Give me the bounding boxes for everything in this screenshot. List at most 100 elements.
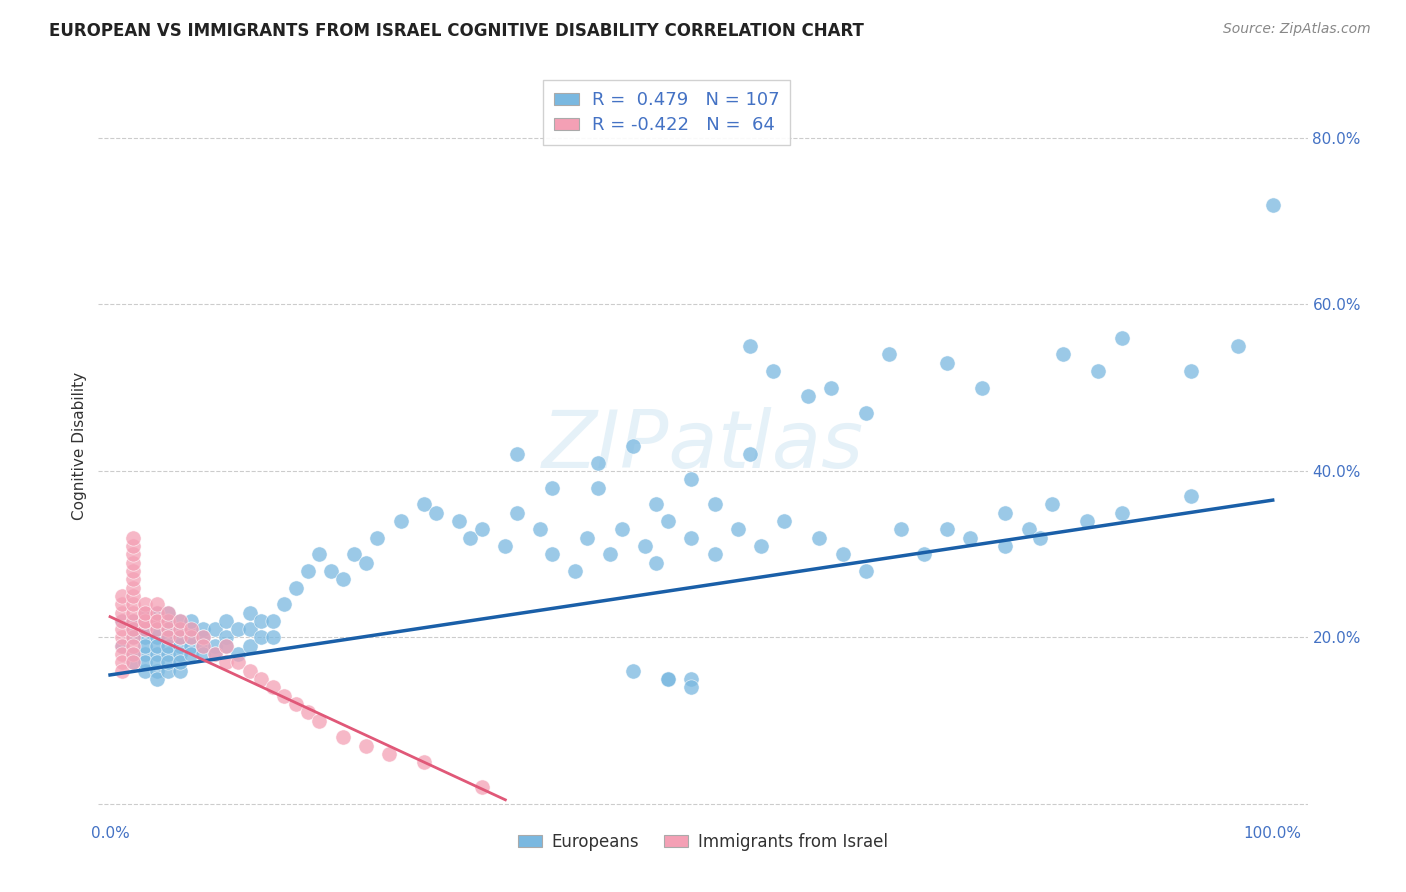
Point: [122, 556, 145, 570]
Point: [588, 481, 610, 495]
Point: [226, 622, 249, 636]
Point: [319, 564, 342, 578]
Point: [610, 522, 633, 536]
Point: [621, 664, 644, 678]
Point: [1111, 331, 1133, 345]
Point: [122, 572, 145, 586]
Point: [145, 614, 167, 628]
Point: [681, 531, 703, 545]
Point: [122, 622, 145, 636]
Point: [134, 606, 156, 620]
Point: [681, 672, 703, 686]
Point: [215, 639, 238, 653]
Point: [332, 731, 354, 745]
Point: [122, 589, 145, 603]
Point: [169, 631, 191, 645]
Point: [122, 564, 145, 578]
Point: [494, 539, 516, 553]
Point: [169, 647, 191, 661]
Point: [262, 631, 284, 645]
Point: [959, 531, 981, 545]
Point: [191, 639, 214, 653]
Point: [389, 514, 412, 528]
Point: [215, 639, 238, 653]
Point: [285, 581, 308, 595]
Point: [169, 622, 191, 636]
Point: [1226, 339, 1249, 353]
Point: [145, 606, 167, 620]
Point: [994, 506, 1017, 520]
Point: [332, 572, 354, 586]
Point: [111, 614, 134, 628]
Point: [134, 606, 156, 620]
Point: [134, 664, 156, 678]
Point: [239, 622, 262, 636]
Point: [681, 472, 703, 486]
Point: [471, 780, 494, 795]
Point: [354, 739, 377, 753]
Point: [239, 664, 262, 678]
Point: [820, 381, 842, 395]
Point: [1111, 506, 1133, 520]
Point: [157, 639, 180, 653]
Point: [727, 522, 749, 536]
Point: [122, 622, 145, 636]
Point: [366, 531, 388, 545]
Point: [157, 664, 180, 678]
Point: [180, 647, 202, 661]
Point: [297, 564, 319, 578]
Point: [145, 614, 167, 628]
Point: [354, 556, 377, 570]
Point: [447, 514, 470, 528]
Point: [506, 506, 529, 520]
Point: [169, 639, 191, 653]
Point: [936, 356, 959, 370]
Point: [122, 656, 145, 670]
Point: [1029, 531, 1052, 545]
Point: [215, 631, 238, 645]
Point: [262, 614, 284, 628]
Point: [226, 656, 249, 670]
Point: [134, 631, 156, 645]
Point: [970, 381, 993, 395]
Point: [134, 656, 156, 670]
Point: [111, 656, 134, 670]
Point: [134, 622, 156, 636]
Point: [540, 547, 562, 561]
Point: [912, 547, 935, 561]
Point: [681, 681, 703, 695]
Text: Source: ZipAtlas.com: Source: ZipAtlas.com: [1223, 22, 1371, 37]
Point: [1052, 347, 1074, 361]
Point: [145, 606, 167, 620]
Point: [657, 672, 679, 686]
Point: [134, 622, 156, 636]
Point: [111, 589, 134, 603]
Point: [180, 622, 202, 636]
Point: [773, 514, 796, 528]
Point: [122, 597, 145, 611]
Point: [157, 631, 180, 645]
Point: [308, 714, 330, 728]
Point: [529, 522, 551, 536]
Point: [936, 522, 959, 536]
Point: [145, 597, 167, 611]
Point: [1087, 364, 1109, 378]
Point: [599, 547, 621, 561]
Point: [657, 514, 679, 528]
Point: [239, 639, 262, 653]
Point: [215, 614, 238, 628]
Point: [297, 706, 319, 720]
Point: [134, 647, 156, 661]
Point: [749, 539, 772, 553]
Point: [157, 656, 180, 670]
Point: [204, 622, 226, 636]
Point: [796, 389, 818, 403]
Point: [621, 439, 644, 453]
Point: [145, 647, 167, 661]
Point: [145, 656, 167, 670]
Point: [703, 497, 725, 511]
Point: [645, 556, 668, 570]
Point: [157, 614, 180, 628]
Point: [191, 647, 214, 661]
Point: [134, 606, 156, 620]
